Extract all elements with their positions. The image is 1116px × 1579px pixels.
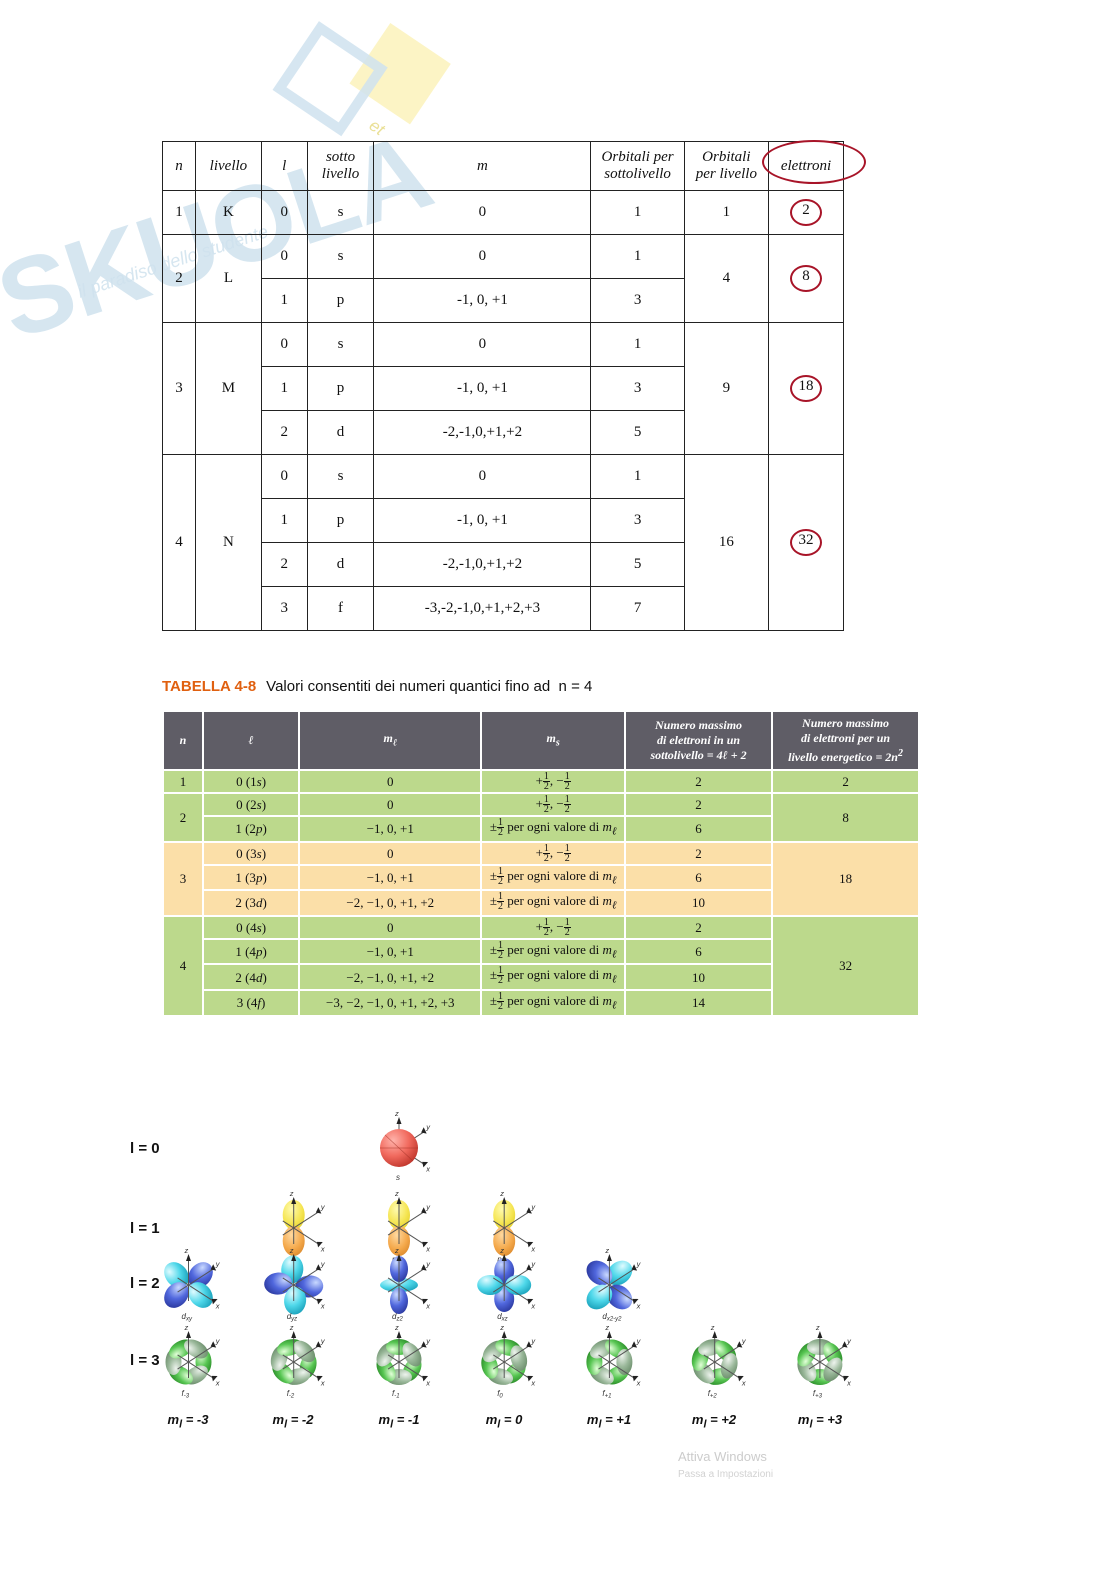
svg-text:y: y <box>425 1203 431 1212</box>
svg-text:z: z <box>394 1246 399 1255</box>
svg-text:f-2: f-2 <box>287 1389 295 1400</box>
svg-text:z: z <box>289 1246 294 1255</box>
svg-text:y: y <box>320 1337 326 1346</box>
svg-text:z: z <box>394 1189 399 1198</box>
svg-text:x: x <box>425 1244 430 1253</box>
svg-text:f+1: f+1 <box>602 1389 611 1400</box>
svg-text:y: y <box>530 1203 536 1212</box>
svg-text:z: z <box>394 1109 399 1118</box>
svg-text:f-3: f-3 <box>182 1389 190 1400</box>
svg-text:z: z <box>184 1323 189 1332</box>
svg-text:x: x <box>320 1244 325 1253</box>
svg-text:z: z <box>710 1323 715 1332</box>
svg-text:y: y <box>320 1203 326 1212</box>
svg-text:x: x <box>530 1301 535 1310</box>
svg-text:x: x <box>741 1378 746 1387</box>
svg-text:x: x <box>215 1301 220 1310</box>
svg-text:y: y <box>215 1337 221 1346</box>
svg-text:f+2: f+2 <box>708 1389 718 1400</box>
svg-text:z: z <box>184 1246 189 1255</box>
svg-text:x: x <box>215 1378 220 1387</box>
svg-text:x: x <box>530 1378 535 1387</box>
svg-text:y: y <box>846 1337 852 1346</box>
svg-text:dx2-y2: dx2-y2 <box>602 1312 622 1323</box>
svg-text:x: x <box>320 1378 325 1387</box>
svg-text:y: y <box>530 1260 536 1269</box>
svg-text:z: z <box>604 1323 609 1332</box>
svg-text:f0: f0 <box>497 1389 503 1400</box>
svg-text:x: x <box>425 1301 430 1310</box>
svg-text:z: z <box>289 1323 294 1332</box>
svg-text:x: x <box>530 1244 535 1253</box>
svg-text:x: x <box>425 1164 430 1173</box>
svg-text:z: z <box>604 1246 609 1255</box>
svg-text:dxz: dxz <box>497 1312 507 1323</box>
svg-text:s: s <box>396 1173 400 1182</box>
svg-text:x: x <box>636 1378 641 1387</box>
svg-text:z: z <box>499 1323 504 1332</box>
svg-text:x: x <box>425 1378 430 1387</box>
svg-text:z: z <box>289 1189 294 1198</box>
svg-text:dxy: dxy <box>182 1312 193 1323</box>
svg-text:y: y <box>425 1260 431 1269</box>
svg-text:z: z <box>815 1323 820 1332</box>
svg-text:z: z <box>394 1323 399 1332</box>
svg-text:y: y <box>215 1260 221 1269</box>
svg-text:y: y <box>320 1260 326 1269</box>
svg-text:f-1: f-1 <box>392 1389 400 1400</box>
svg-text:y: y <box>530 1337 536 1346</box>
svg-text:y: y <box>425 1337 431 1346</box>
svg-text:x: x <box>846 1378 851 1387</box>
svg-text:z: z <box>499 1246 504 1255</box>
svg-text:y: y <box>636 1337 642 1346</box>
svg-text:x: x <box>320 1301 325 1310</box>
svg-text:y: y <box>425 1123 431 1132</box>
svg-text:y: y <box>741 1337 747 1346</box>
svg-text:f+3: f+3 <box>813 1389 823 1400</box>
svg-text:et: et <box>366 116 389 140</box>
svg-text:z: z <box>499 1189 504 1198</box>
svg-text:y: y <box>636 1260 642 1269</box>
svg-text:x: x <box>636 1301 641 1310</box>
